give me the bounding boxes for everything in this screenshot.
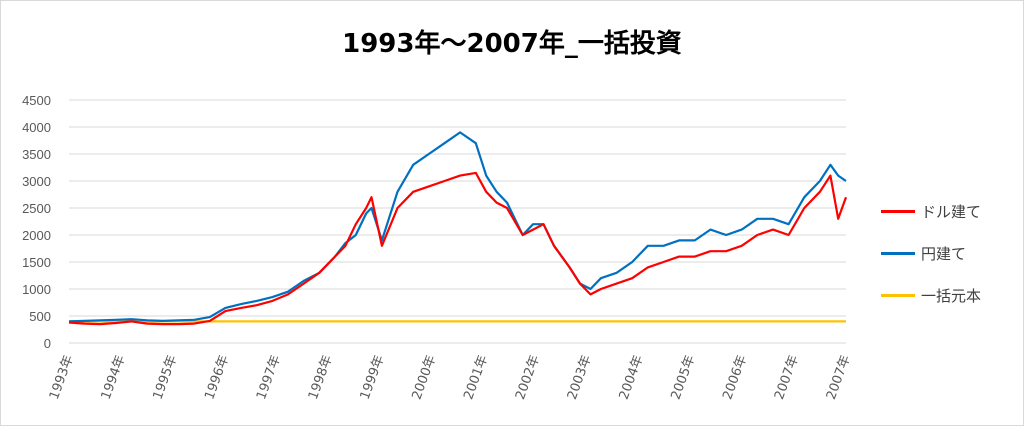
- x-tick-label: 2000年: [409, 353, 439, 401]
- y-tick-label: 2000: [22, 228, 51, 243]
- x-tick-label: 1996年: [202, 353, 232, 401]
- y-tick-label: 1500: [22, 255, 51, 270]
- x-tick-label: 1993年: [47, 353, 77, 401]
- x-tick-label: 2001年: [461, 353, 491, 401]
- series-lines: [68, 131, 848, 326]
- gridlines: [69, 99, 846, 344]
- y-tick-label: 2500: [22, 201, 51, 216]
- y-axis-ticks: 0 500 1000 1500 2000 2500 3000 3500 4000 4500: [22, 93, 51, 351]
- legend-swatch-yen: [881, 251, 915, 255]
- y-tick-label: 4500: [22, 93, 51, 108]
- series-line-0: [68, 171, 848, 326]
- x-tick-label: 2006年: [720, 353, 750, 401]
- y-tick-label: 3500: [22, 147, 51, 162]
- y-tick-label: 0: [44, 336, 51, 351]
- x-axis-ticks: 1993年 1994年 1995年 1996年 1997年 1998年 1999年 2000年…: [47, 353, 854, 401]
- legend-item-principal: 一括元本: [881, 285, 1021, 305]
- legend-item-yen: 円建て: [881, 243, 1021, 263]
- x-tick-label: 2007年: [824, 353, 854, 401]
- x-tick-label: 1995年: [150, 353, 180, 401]
- x-tick-label: 1997年: [254, 353, 284, 401]
- x-tick-label: 2003年: [565, 353, 595, 401]
- legend-label-principal: 一括元本: [921, 286, 982, 305]
- x-tick-label: 2002年: [513, 353, 543, 401]
- y-tick-label: 1000: [22, 282, 51, 297]
- x-tick-label: 1994年: [99, 353, 129, 401]
- legend-label-dollar: ドル建て: [921, 202, 982, 221]
- legend-label-yen: 円建て: [921, 244, 967, 263]
- legend-swatch-dollar: [881, 209, 915, 213]
- x-tick-label: 2007年: [772, 353, 802, 401]
- x-tick-label: 1998年: [306, 353, 336, 401]
- chart-title: 1993年～2007年_一括投資: [342, 29, 682, 59]
- y-tick-label: 500: [29, 309, 51, 324]
- series-line-1: [68, 131, 847, 323]
- x-tick-label: 2005年: [668, 353, 698, 401]
- legend-item-dollar: ドル建て: [881, 201, 1021, 221]
- x-tick-label: 2004年: [617, 353, 647, 401]
- legend-swatch-principal: [881, 293, 915, 297]
- y-tick-label: 3000: [22, 174, 51, 189]
- legend: ドル建て 円建て 一括元本: [881, 201, 1021, 327]
- x-tick-label: 1999年: [358, 353, 388, 401]
- y-tick-label: 4000: [22, 120, 51, 135]
